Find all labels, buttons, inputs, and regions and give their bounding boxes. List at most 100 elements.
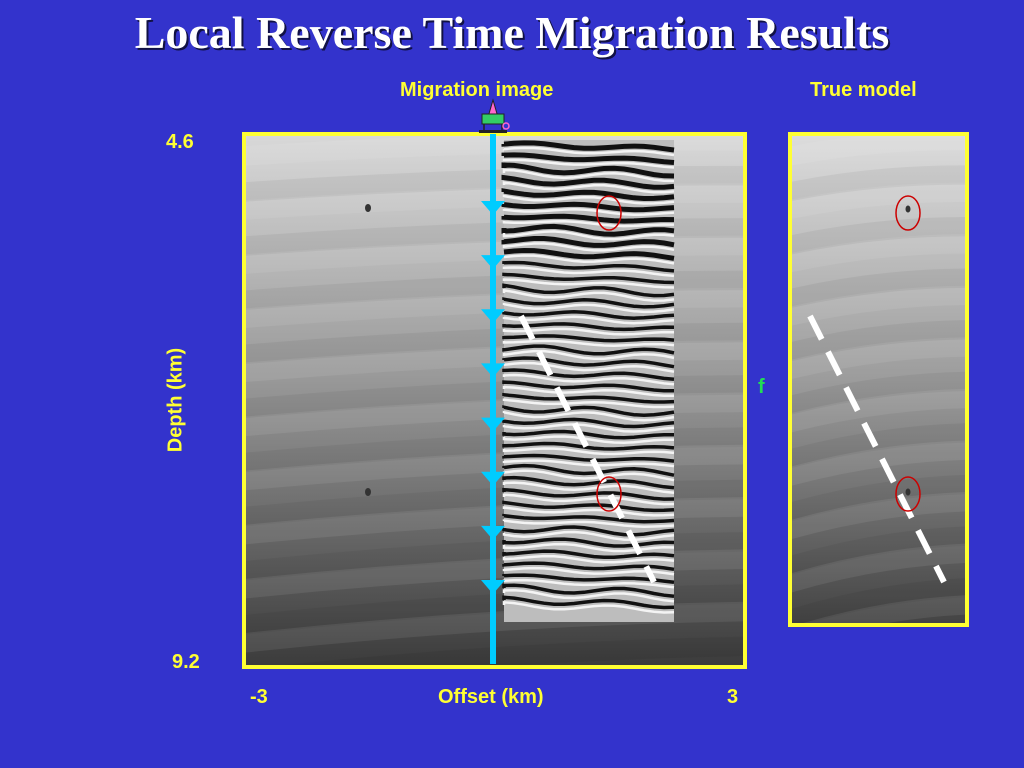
reflector-light bbox=[502, 493, 675, 506]
reflector-dark bbox=[502, 453, 675, 463]
reflector-light bbox=[502, 168, 675, 183]
reflector-light bbox=[502, 302, 675, 314]
receiver-triangle-icon bbox=[481, 471, 505, 486]
offset-right-tick: 3 bbox=[727, 686, 739, 708]
scatterer-point-lower bbox=[365, 488, 371, 496]
reflector-dark bbox=[502, 573, 675, 584]
reflector-light bbox=[502, 578, 675, 589]
reflector-dark bbox=[501, 223, 675, 237]
reflector-light bbox=[502, 278, 675, 289]
receiver-triangle-icon bbox=[481, 201, 505, 215]
reflector-light bbox=[502, 349, 675, 361]
fault-label: f bbox=[758, 376, 765, 398]
offset-axis-label: Offset (km) bbox=[438, 686, 544, 708]
reflector-dark bbox=[501, 140, 675, 153]
reflector-light bbox=[502, 208, 675, 217]
reflector-dark bbox=[502, 500, 675, 513]
sediment-layer-band bbox=[792, 578, 965, 623]
reflector-light bbox=[502, 506, 675, 517]
reflector-dark bbox=[501, 162, 675, 179]
reflector-light bbox=[502, 447, 675, 456]
migration-image-label: Migration image bbox=[400, 79, 554, 101]
reflector-light bbox=[502, 220, 675, 228]
sediment-layer-band bbox=[792, 474, 965, 522]
reflector-light bbox=[502, 327, 675, 336]
receiver-triangle-icon bbox=[481, 525, 505, 540]
sediment-layer-band bbox=[792, 371, 965, 415]
sediment-layer-band bbox=[792, 388, 965, 433]
reflector-light bbox=[502, 339, 675, 347]
reflector-dark bbox=[502, 429, 675, 440]
reflector-dark bbox=[503, 247, 675, 261]
slide-title: Local Reverse Time Migration Results bbox=[134, 7, 890, 58]
reflector-dark bbox=[502, 549, 675, 560]
sediment-layer-band bbox=[792, 543, 965, 593]
reflector-dark bbox=[502, 283, 675, 298]
reflector-dark bbox=[502, 272, 675, 285]
sediment-layer-band bbox=[792, 320, 965, 362]
true-model-layers bbox=[792, 136, 965, 623]
reflector-light bbox=[502, 588, 675, 603]
sediment-layer-band bbox=[803, 595, 965, 623]
reflector-light bbox=[502, 158, 675, 169]
reflector-light bbox=[502, 519, 675, 528]
scatterer-point-upper bbox=[365, 204, 371, 212]
reflector-light bbox=[502, 410, 675, 422]
true-model-svg bbox=[792, 136, 965, 623]
reflector-dark bbox=[501, 236, 675, 248]
receiver-triangle-icon bbox=[481, 580, 505, 594]
reflector-dark bbox=[501, 201, 675, 213]
receiver-triangle-icon bbox=[481, 363, 505, 378]
true-scatterer-lower bbox=[905, 488, 911, 496]
reflector-dark bbox=[502, 297, 675, 309]
reflector-dark bbox=[502, 405, 675, 418]
reflector-light bbox=[502, 423, 675, 433]
reflector-light bbox=[502, 194, 675, 205]
reflector-dark bbox=[502, 368, 675, 382]
reflector-dark bbox=[502, 392, 675, 404]
depth-top-tick: 4.6 bbox=[166, 131, 194, 153]
reflector-dark bbox=[502, 583, 675, 598]
sediment-layer-band bbox=[282, 636, 743, 665]
reflector-dark bbox=[502, 513, 675, 524]
sediment-layer-band bbox=[792, 268, 965, 308]
highlight-circle-migration-upper bbox=[596, 195, 622, 231]
reflector-light bbox=[502, 181, 675, 194]
reflector-dark bbox=[502, 487, 675, 501]
reflector-light bbox=[502, 530, 675, 542]
true-model-background bbox=[792, 136, 965, 623]
reflector-light bbox=[502, 266, 675, 278]
sediment-layer-band bbox=[792, 216, 965, 255]
reflector-light bbox=[502, 230, 675, 241]
offset-left-tick: -3 bbox=[250, 686, 268, 708]
receiver-triangle-icon bbox=[481, 255, 505, 270]
fault-line-migration bbox=[518, 314, 657, 584]
reflector-dark bbox=[502, 417, 675, 429]
reflector-dark bbox=[501, 188, 675, 202]
true-model-label: True model bbox=[810, 79, 917, 101]
sediment-layer-band bbox=[792, 423, 965, 468]
receiver-triangle-icon bbox=[481, 417, 505, 432]
receiver-triangle-icon bbox=[481, 309, 505, 324]
true-model-panel bbox=[788, 132, 969, 627]
reflector-light bbox=[502, 373, 675, 386]
migration-strip bbox=[501, 140, 675, 622]
reflector-light bbox=[502, 398, 675, 409]
depth-bottom-tick: 9.2 bbox=[172, 651, 200, 673]
reflector-dark bbox=[501, 174, 675, 190]
reflector-light bbox=[502, 361, 675, 373]
sediment-layer-band bbox=[792, 285, 965, 326]
reflector-light bbox=[502, 469, 675, 482]
highlight-circle-migration-lower bbox=[596, 476, 622, 512]
reflector-dark bbox=[501, 213, 675, 224]
reflector-dark bbox=[502, 356, 675, 369]
true-scatterer-upper bbox=[905, 205, 911, 213]
reflector-light bbox=[502, 459, 675, 468]
reflector-light bbox=[502, 542, 675, 553]
reflector-dark bbox=[502, 561, 675, 572]
drilling-rig-icon bbox=[479, 98, 510, 133]
reflector-dark bbox=[502, 475, 675, 490]
reflector-dark bbox=[502, 344, 675, 356]
reflector-light bbox=[502, 385, 675, 398]
sediment-layer-band bbox=[792, 165, 965, 201]
